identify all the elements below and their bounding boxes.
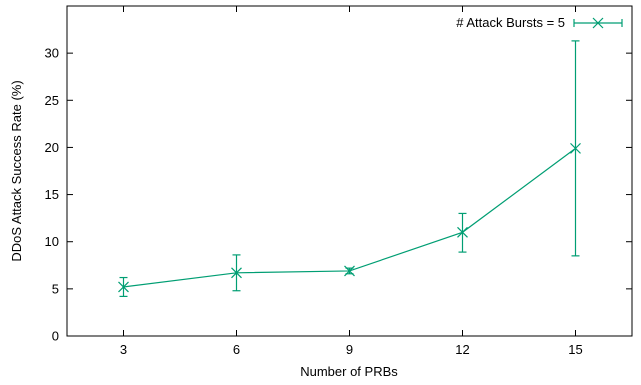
marker-stroke bbox=[231, 267, 242, 279]
y-axis: 0 5 10 15 20 25 30 bbox=[45, 46, 632, 344]
x-tick-label: 6 bbox=[233, 342, 240, 357]
data-point bbox=[231, 267, 242, 279]
legend: # Attack Bursts = 5 bbox=[456, 15, 623, 30]
series-line bbox=[123, 147, 576, 288]
marker-stroke bbox=[592, 17, 604, 29]
legend-marker bbox=[592, 17, 604, 29]
x-tick-label: 12 bbox=[455, 342, 469, 357]
y-tick-label: 25 bbox=[45, 93, 59, 108]
marker-stroke bbox=[118, 281, 129, 293]
data-point bbox=[344, 265, 355, 277]
x-axis-label: Number of PRBs bbox=[300, 364, 398, 379]
y-tick-label: 0 bbox=[52, 329, 59, 344]
marker-stroke bbox=[457, 226, 468, 238]
y-tick-label: 15 bbox=[45, 187, 59, 202]
marker-stroke bbox=[570, 142, 581, 154]
plot-frame bbox=[66, 5, 633, 337]
x-tick-label: 15 bbox=[568, 342, 582, 357]
legend-key bbox=[573, 17, 623, 29]
data-point bbox=[118, 281, 129, 293]
y-tick-label: 5 bbox=[52, 281, 59, 296]
marker-stroke bbox=[344, 265, 355, 277]
series-layer bbox=[118, 40, 581, 297]
y-tick-label: 20 bbox=[45, 140, 59, 155]
y-tick-label: 10 bbox=[45, 234, 59, 249]
y-tick-label: 30 bbox=[45, 46, 59, 61]
x-tick-label: 3 bbox=[120, 342, 127, 357]
y-axis-label: DDoS Attack Success Rate (%) bbox=[9, 80, 24, 261]
legend-label: # Attack Bursts = 5 bbox=[456, 15, 565, 30]
data-point bbox=[570, 142, 581, 154]
data-point bbox=[457, 226, 468, 238]
x-tick-label: 9 bbox=[346, 342, 353, 357]
x-axis: 3 6 9 12 15 bbox=[120, 6, 583, 357]
